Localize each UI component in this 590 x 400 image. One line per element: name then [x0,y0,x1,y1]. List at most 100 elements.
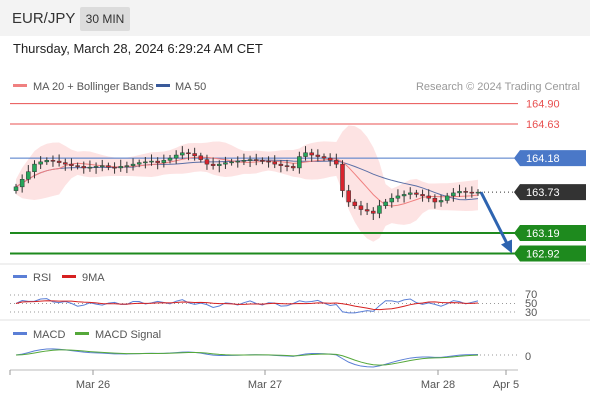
macd-signal-legend-swatch [75,332,89,335]
interval-button[interactable]: 30 MIN [80,7,130,31]
candle-body [229,161,234,164]
price-level-labels: 164.90 164.63 164.18 163.73 163.19 162.92 [514,99,586,262]
candle-body [469,191,475,194]
candle-body [426,195,431,199]
rsi-panel [10,294,518,314]
rsi-level-50: 50 [525,298,537,310]
candle-body [56,160,62,163]
candle-body [235,160,241,163]
forecast-arrow-head [501,239,512,254]
price-level-tag-support: 163.19 [514,225,586,242]
candle-body [278,163,284,166]
candle-body [315,154,321,157]
candle-body [290,166,296,169]
rsi-level-70: 70 [525,289,537,301]
candle-body [173,154,179,159]
candle-body [420,194,425,197]
candle-body [241,160,247,162]
rsi-legend-swatch [13,275,27,278]
rsi-level-30: 30 [525,307,537,319]
ma20-line [15,156,479,207]
candle-body [180,152,185,156]
moving-averages [15,156,479,207]
candle-body [260,160,265,162]
candle-body [106,165,111,168]
candle-body [87,166,93,169]
candle-body [38,161,43,165]
bollinger-bands [16,125,478,242]
price-level-label: 162.92 [526,248,560,260]
candle-body [475,191,481,194]
price-level-tag-current: 163.73 [514,184,586,201]
candle-body [124,165,130,167]
price-level-label: 164.90 [526,99,560,111]
price-level-tag-pivot: 164.18 [514,150,586,167]
price-level-tag-box [514,225,586,242]
candle-body [340,163,345,191]
macd-legend-swatch [13,332,27,335]
candle-body [149,160,154,163]
ma50-legend-swatch [156,84,170,87]
candle-body [253,159,259,161]
price-level-tag-resistance: 164.90 [526,99,560,111]
candle-body [401,194,407,197]
x-axis-tick-label: Mar 26 [76,379,110,391]
candle-body [81,166,87,169]
candle-body [457,191,462,194]
candle-body [161,160,167,163]
symbol-label: EUR/JPY [12,10,76,27]
candle-body [118,166,123,169]
chart-datetime: Thursday, March 28, 2024 6:29:24 AM CET [13,41,263,56]
candle-body [167,157,173,161]
candle-body [303,152,308,157]
candle-body [414,192,419,195]
price-level-label: 163.73 [526,187,560,199]
candle-body [217,163,222,166]
candle-body [438,200,444,203]
candle-body [383,201,388,207]
ma50-legend-label: MA 50 [175,81,206,93]
x-axis: Mar 26 Mar 27 Mar 28 Apr 5 [9,370,519,391]
price-level-label: 163.19 [526,228,560,240]
ma9-legend-label: 9MA [82,272,105,284]
candle-body [266,160,271,163]
top-bar: EUR/JPY 30 MIN [0,0,590,36]
candle-body [44,160,50,163]
candle-body [334,160,339,165]
candle-body [223,162,228,165]
price-level-label: 164.63 [526,119,560,131]
candle-body [26,171,31,180]
ma50-line [15,159,479,201]
candle-body [346,190,351,203]
candle-body [136,162,142,165]
forecast-arrow [479,191,512,254]
candle-body [321,156,327,159]
price-level-label: 164.18 [526,153,560,165]
x-axis-tick-label: Mar 28 [421,379,455,391]
candle-body [272,161,277,165]
candle-body [192,153,197,157]
candle-body [204,159,210,165]
candle-body [112,166,117,169]
candle-body [130,163,136,166]
candle-body [284,165,290,167]
candle-body [198,155,204,160]
rsi-line [15,298,479,314]
price-level-tag-resistance: 164.63 [526,119,560,131]
candle-body [32,163,37,172]
candle-body [407,192,413,195]
forecast-arrow-shaft [479,191,510,247]
candle-body [247,159,253,161]
x-axis-tick-label: Mar 27 [248,379,282,391]
price-levels [10,103,518,255]
macd-level-0: 0 [525,351,531,363]
price-level-tag-box [514,245,586,262]
candle-body [358,205,364,210]
candle-body [50,160,56,162]
price-level-tag-box [514,184,586,201]
macd-legend-label: MACD [33,329,65,341]
watermark: Research © 2024 Trading Central [416,81,580,93]
candle-body [444,195,450,201]
candles [13,146,481,220]
